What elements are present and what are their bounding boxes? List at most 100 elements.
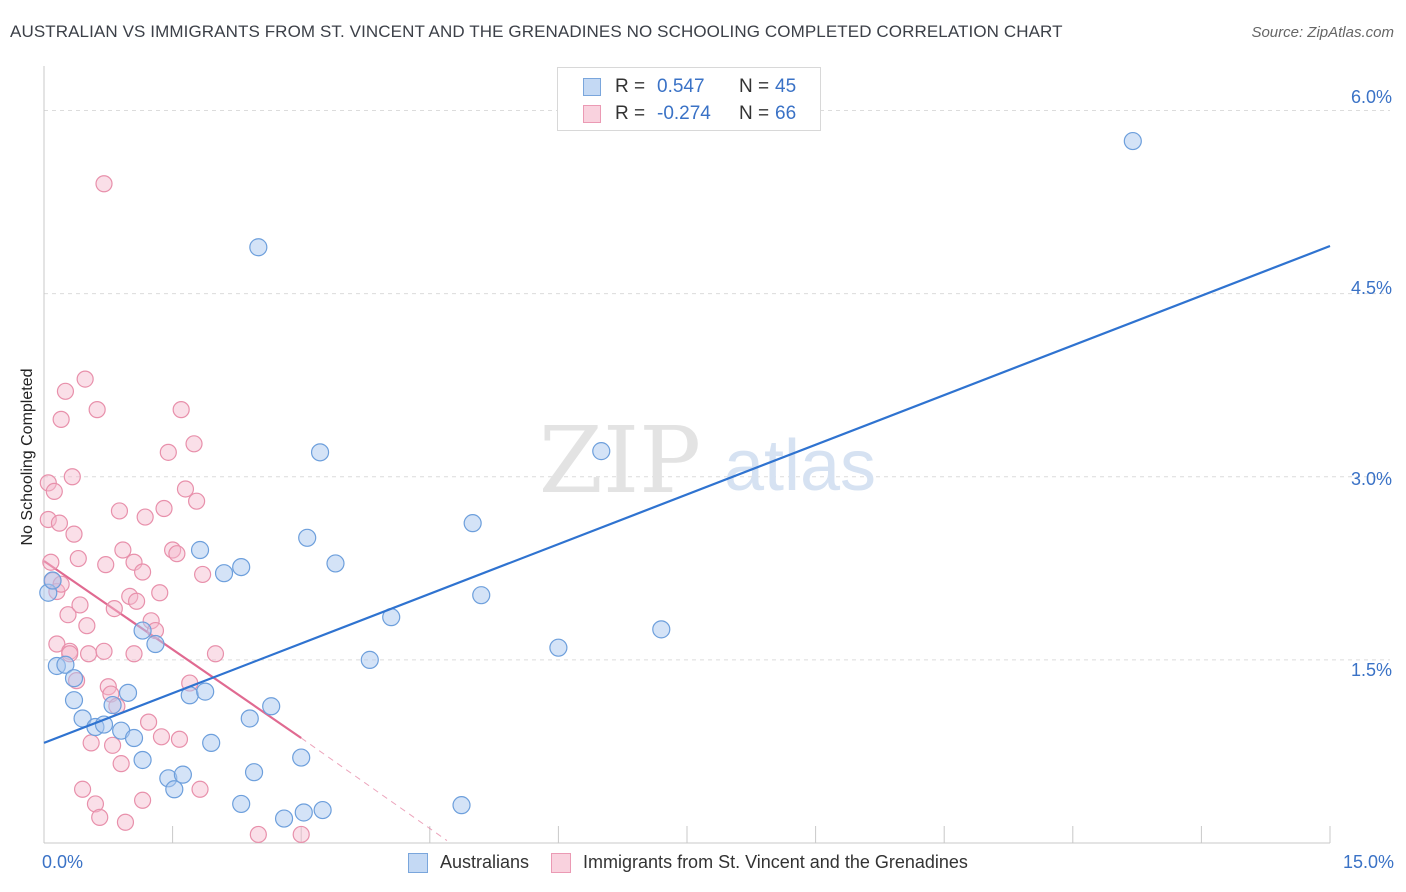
data-point-immigrants [42,553,60,571]
legend-swatch-australians [583,78,601,96]
data-point-immigrants [155,499,173,518]
data-point-immigrants [52,410,70,428]
data-point-immigrants [151,584,169,602]
data-point-australians [360,650,379,669]
grid-lines [44,110,1390,661]
data-point-immigrants [88,401,106,419]
legend-r-label: R = [615,103,646,124]
data-point-immigrants [59,606,77,624]
series-legend-swatch-australians [408,852,428,873]
data-point-immigrants [116,813,135,831]
data-point-australians [592,442,611,461]
data-point-australians [652,620,671,639]
data-point-australians [292,748,311,767]
data-point-immigrants [112,755,130,773]
data-point-immigrants [125,553,143,571]
stats-legend-row-immigrants: R = -0.274 N = 66 [558,102,796,126]
data-point-australians [274,809,294,828]
data-point-australians [232,557,251,577]
y-tick-label: 3.0% [1350,469,1392,489]
data-point-australians [298,528,317,547]
data-point-immigrants [292,825,310,844]
data-point-immigrants [79,645,98,663]
data-point-immigrants [114,541,132,559]
data-point-immigrants [97,556,115,574]
data-point-immigrants [71,596,89,614]
data-point-australians [56,655,75,674]
stats-legend: R = 0.547 N = 45 R = -0.274 N = 66 [557,67,821,131]
trend-lines-australians [43,245,1331,744]
data-point-australians [64,691,84,710]
data-point-immigrants [45,482,63,501]
data-point-australians [165,780,184,799]
data-point-australians [202,733,221,752]
data-point-australians [232,794,251,814]
data-point-immigrants [188,492,206,510]
data-point-immigrants [249,825,267,844]
data-point-australians [313,800,332,820]
data-point-immigrants [191,780,209,798]
series-legend-item-australians[interactable]: Australians [408,852,529,873]
data-point-immigrants [103,736,122,754]
data-point-australians [463,514,482,533]
data-point-australians [173,765,192,784]
data-point-immigrants [39,474,57,492]
legend-n-label: N = [739,103,770,124]
data-point-immigrants [185,435,203,453]
data-point-immigrants [172,401,190,419]
data-point-immigrants [176,480,195,498]
data-point-immigrants [133,791,152,809]
data-point-immigrants [170,730,189,748]
legend-n-value: 66 [775,103,797,124]
data-point-immigrants [73,780,92,798]
series-legend: Australians Immigrants from St. Vincent … [408,852,990,873]
data-point-australians [133,750,152,770]
series-legend-item-immigrants[interactable]: Immigrants from St. Vincent and the Gren… [551,852,968,873]
trend-lines-immigrants [43,560,448,841]
data-point-immigrants [91,808,109,826]
y-tick-label: 1.5% [1350,660,1392,680]
data-point-australians [196,682,215,701]
data-point-australians [326,554,345,573]
data-point-immigrants [194,565,212,584]
stats-legend-row-australians: R = 0.547 N = 45 [558,75,796,99]
data-point-immigrants [105,600,123,618]
trend-line-immigrants-extension [300,737,448,841]
data-point-australians [1123,131,1142,151]
data-point-immigrants [50,514,69,532]
data-point-immigrants [133,563,152,581]
data-point-immigrants [168,545,186,563]
trend-line-australians [43,245,1331,744]
series-legend-swatch-immigrants [551,852,572,873]
x-tick-max: 15.0% [1342,852,1394,872]
watermark-zip: ZIP [539,407,701,514]
data-point-immigrants [127,592,146,610]
data-point-immigrants [69,549,87,568]
data-point-immigrants [63,468,81,486]
data-point-immigrants [139,713,158,731]
data-point-australians [310,443,330,462]
legend-n-label: N = [739,76,770,97]
data-point-australians [262,697,281,716]
points-immigrants [39,175,310,844]
y-tick-label: 4.5% [1350,278,1392,298]
y-tick-label: 6.0% [1350,87,1392,107]
data-point-immigrants [78,617,96,635]
data-point-immigrants [152,728,171,746]
chart-source: Source: ZipAtlas.com [1251,24,1394,41]
data-point-immigrants [39,510,57,529]
x-tick-min: 0.0% [42,852,84,872]
data-point-immigrants [110,502,129,520]
points-australians [39,131,1142,828]
data-point-immigrants [136,508,154,526]
data-point-australians [294,803,313,822]
data-point-australians [118,683,138,702]
legend-swatch-immigrants [583,105,601,123]
data-point-australians [249,238,268,257]
data-point-immigrants [65,525,83,543]
data-point-immigrants [76,370,94,388]
trend-line-immigrants [43,560,302,739]
data-point-australians [64,669,84,688]
data-point-immigrants [82,734,100,752]
